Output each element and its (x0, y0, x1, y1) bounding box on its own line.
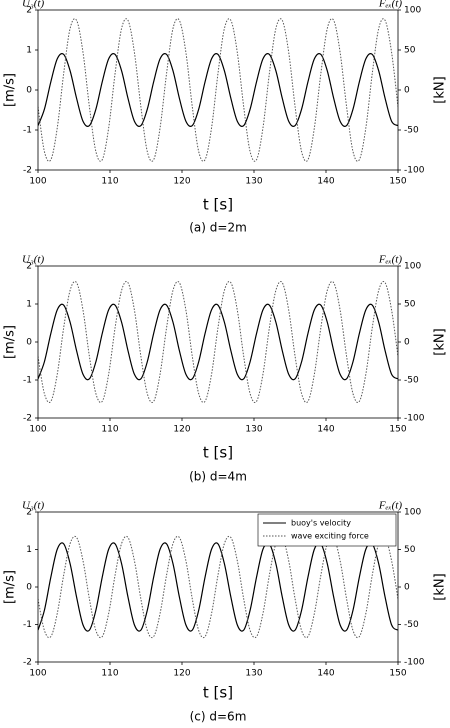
y-axis-label: [m/s] (3, 325, 18, 359)
y2-title: Fₑₓ(t) (378, 500, 402, 512)
y-title: U₃(t) (22, 500, 44, 512)
caption: (c) d=6m (190, 710, 247, 724)
subplot: 100 110 120 130 140 150 -2 -1 0 1 2 -100 -50 0 50 100 U₃… (3, 254, 448, 484)
series-line (38, 53, 398, 127)
y2-tick-label: -50 (404, 376, 419, 386)
x-tick-label: 110 (101, 669, 118, 679)
y2-title: Fₑₓ(t) (378, 254, 402, 266)
y2-tick-label: 100 (404, 508, 421, 518)
y-axis-label: [m/s] (3, 73, 18, 107)
series-line (38, 280, 398, 404)
y2-axis-label: [kN] (433, 328, 448, 355)
y-tick-label: -2 (23, 166, 32, 176)
x-axis-label: t [s] (203, 444, 233, 462)
y-tick-label: 2 (26, 262, 32, 272)
y2-tick-label: 50 (404, 300, 416, 310)
series-line (38, 18, 398, 162)
y-tick-label: 0 (26, 338, 32, 348)
x-tick-label: 150 (389, 669, 406, 679)
legend-label: wave exciting force (291, 532, 369, 541)
caption: (b) d=4m (189, 470, 247, 484)
y2-tick-label: 50 (404, 46, 416, 56)
y-tick-label: -1 (23, 620, 32, 630)
x-tick-label: 110 (101, 425, 118, 435)
x-tick-label: 100 (29, 425, 46, 435)
x-tick-label: 100 (29, 177, 46, 187)
subplot: 100 110 120 130 140 150 -2 -1 0 1 2 -100 -50 0 50 100 U₃… (3, 500, 448, 724)
x-tick-label: 150 (389, 177, 406, 187)
y-tick-label: 0 (26, 86, 32, 96)
x-tick-label: 110 (101, 177, 118, 187)
y2-tick-label: 50 (404, 545, 416, 555)
y2-title: Fₑₓ(t) (378, 0, 402, 10)
plot-frame (37, 9, 399, 171)
series-line (38, 535, 398, 639)
y-tick-label: -2 (23, 658, 32, 668)
x-tick-label: 140 (317, 425, 334, 435)
x-tick-label: 140 (317, 177, 334, 187)
caption: (a) d=2m (189, 221, 247, 235)
y2-tick-label: 100 (404, 262, 421, 272)
x-axis-label: t [s] (203, 684, 233, 702)
y-tick-label: 1 (26, 46, 32, 56)
x-tick-label: 140 (317, 669, 334, 679)
y2-tick-label: 100 (404, 6, 421, 16)
y-tick-label: -2 (23, 414, 32, 424)
y-title: U₃(t) (22, 254, 44, 266)
x-tick-label: 120 (173, 669, 190, 679)
y-tick-label: -1 (23, 126, 32, 136)
y-tick-label: 2 (26, 508, 32, 518)
y-tick-label: -1 (23, 376, 32, 386)
y2-axis-label: [kN] (433, 573, 448, 600)
y2-tick-label: 0 (404, 86, 410, 96)
x-tick-label: 120 (173, 425, 190, 435)
series-line (38, 542, 398, 632)
x-tick-label: 120 (173, 177, 190, 187)
y2-tick-label: -50 (404, 126, 419, 136)
x-tick-label: 150 (389, 425, 406, 435)
y-tick-label: 1 (26, 300, 32, 310)
y2-tick-label: -100 (404, 414, 425, 424)
y-axis-label: [m/s] (3, 570, 18, 604)
subplot: 100 110 120 130 140 150 -2 -1 0 1 2 -100 -50 0 50 100 U₃… (3, 0, 448, 235)
y-tick-label: 0 (26, 583, 32, 593)
series-line (38, 303, 398, 381)
x-tick-label: 130 (245, 425, 262, 435)
x-axis-label: t [s] (203, 196, 233, 214)
x-tick-label: 130 (245, 669, 262, 679)
y2-axis-label: [kN] (433, 76, 448, 103)
y-tick-label: 1 (26, 545, 32, 555)
x-tick-label: 100 (29, 669, 46, 679)
x-tick-label: 130 (245, 177, 262, 187)
y2-tick-label: -100 (404, 658, 425, 668)
legend-box (257, 513, 397, 547)
y2-tick-label: -50 (404, 620, 419, 630)
plot-frame (37, 265, 399, 419)
y2-tick-label: 0 (404, 583, 410, 593)
y2-tick-label: 0 (404, 338, 410, 348)
legend-label: buoy's velocity (291, 519, 351, 528)
y2-tick-label: -100 (404, 166, 425, 176)
y-title: U₃(t) (22, 0, 44, 10)
y-tick-label: 2 (26, 6, 32, 16)
